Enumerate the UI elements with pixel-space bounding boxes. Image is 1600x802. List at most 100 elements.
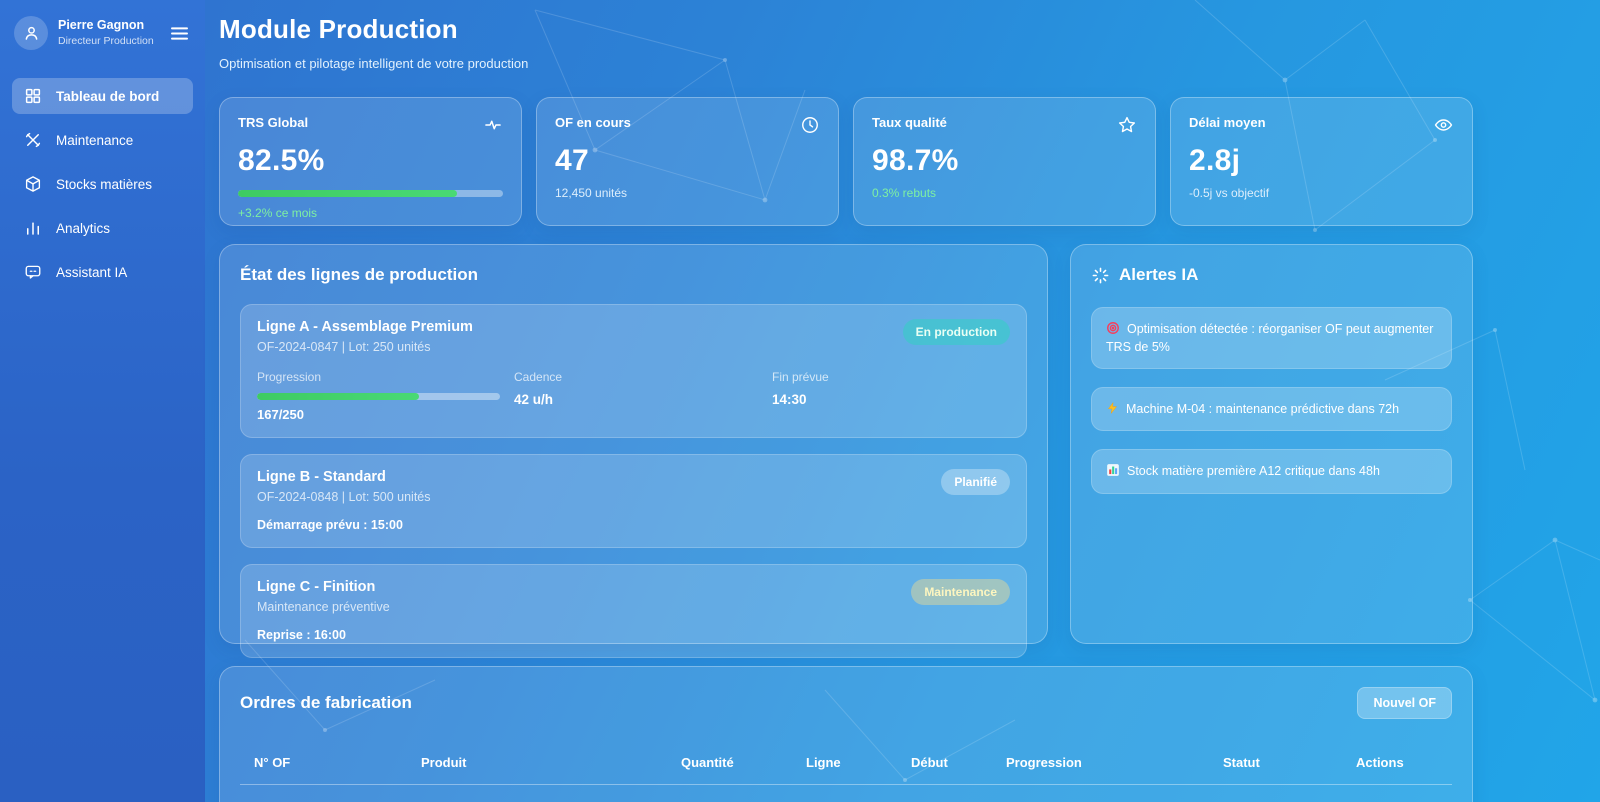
progress-label: Progression [257,370,322,384]
ai-alerts-panel: Alertes IA Optimisation détectée : réorg… [1070,244,1473,644]
target-icon [1106,321,1120,335]
clock-icon [800,115,820,135]
line-note: Démarrage prévu : 15:00 [257,518,403,532]
column-header-actions: Actions [1356,755,1404,770]
activity-icon [483,115,503,135]
user-role: Directeur Production [58,35,154,48]
main-content: Module Production Optimisation et pilota… [205,0,1600,802]
user-icon [22,24,41,43]
kpi-progress-track [238,190,503,197]
production-lines-title: État des lignes de production [240,265,479,284]
hamburger-icon [170,26,189,41]
box-icon [23,175,43,193]
kpi-value: 82.5% [238,144,325,177]
line-name: Ligne A - Assemblage Premium [257,319,473,335]
eye-icon [1433,115,1454,135]
line-progress-fill [257,393,420,400]
new-of-button[interactable]: Nouvel OF [1357,687,1452,719]
production-lines-panel: État des lignes de production Ligne A - … [219,244,1048,658]
kpi-card-trs-global: TRS Global 82.5% +3.2% ce mois [219,97,522,226]
status-badge: En production [902,319,1010,345]
line-progress-track [257,393,500,400]
column-header-quantite: Quantité [681,755,734,770]
line-subtitle: Maintenance préventive [257,600,390,614]
kpi-subtext: -0.5j vs objectif [1189,186,1270,200]
chart-icon [1106,463,1120,477]
alert-text: Machine M-04 : maintenance prédictive da… [1126,402,1400,417]
bar-chart-icon [23,219,43,237]
kpi-value: 47 [555,144,589,177]
table-divider [240,784,1452,785]
column-header-ligne: Ligne [806,755,841,770]
fin-value: 14:30 [772,392,807,407]
kpi-label: Taux qualité [872,115,947,130]
alert-maintenance-predictive: Machine M-04 : maintenance prédictive da… [1091,387,1452,432]
tools-icon [23,131,43,149]
sidebar-item-label: Stocks matières [56,176,153,192]
line-note: Reprise : 16:00 [257,628,346,642]
kpi-progress-fill [238,190,457,197]
orders-title: Ordres de fabrication [240,693,412,712]
column-header-statut: Statut [1223,755,1260,770]
sidebar-item-label: Maintenance [56,132,134,148]
kpi-subtext: 12,450 unités [555,186,628,200]
lightning-icon [1106,401,1119,415]
kpi-card-taux-qualite: Taux qualité 98.7% 0.3% rebuts [853,97,1156,226]
sidebar-item-label: Analytics [56,220,111,236]
alert-text: Optimisation détectée : réorganiser OF p… [1106,322,1434,355]
orders-panel: Ordres de fabrication Nouvel OF N° OF Pr… [219,666,1473,802]
sparkle-icon [1091,266,1110,285]
progress-count: 167/250 [257,407,304,422]
line-subtitle: OF-2024-0847 | Lot: 250 unités [257,340,431,354]
fin-label: Fin prévue [772,370,829,384]
middle-section: État des lignes de production Ligne A - … [219,244,1473,658]
alert-optimisation: Optimisation détectée : réorganiser OF p… [1091,307,1452,370]
kpi-subtext: 0.3% rebuts [872,186,937,200]
status-badge: Planifié [941,469,1010,495]
line-card-ligne-c: Ligne C - Finition Maintenance préventiv… [240,564,1027,658]
page-subtitle: Optimisation et pilotage intelligent de … [219,56,529,71]
orders-table-header: N° OF Produit Quantité Ligne Début Progr… [240,755,1452,770]
kpi-value: 2.8j [1189,144,1241,177]
sidebar-item-tableau-de-bord[interactable]: Tableau de bord [12,78,193,114]
sidebar-item-label: Assistant IA [56,264,128,280]
kpi-label: OF en cours [555,115,631,130]
line-progress-block: Progression 167/250 [257,370,514,422]
sidebar-nav: Tableau de bord Maintenance Stocks matiè… [0,78,205,290]
user-info: Pierre Gagnon Directeur Production [58,18,166,49]
column-header-progression: Progression [1006,755,1082,770]
kpi-card-delai-moyen: Délai moyen 2.8j -0.5j vs objectif [1170,97,1473,226]
page-title: Module Production [219,14,458,44]
sidebar-item-stocks-matieres[interactable]: Stocks matières [12,166,193,202]
column-header-n-of: N° OF [254,755,291,770]
line-card-ligne-b: Ligne B - Standard OF-2024-0848 | Lot: 5… [240,454,1027,548]
sidebar-item-maintenance[interactable]: Maintenance [12,122,193,158]
line-subtitle: OF-2024-0848 | Lot: 500 unités [257,490,431,504]
cadence-label: Cadence [514,370,563,384]
kpi-label: Délai moyen [1189,115,1266,130]
line-cadence-block: Cadence 42 u/h [514,370,772,422]
user-card: Pierre Gagnon Directeur Production [0,16,205,50]
line-name: Ligne C - Finition [257,579,376,595]
menu-toggle-button[interactable] [166,22,193,45]
alert-text: Stock matière première A12 critique dans… [1127,464,1380,479]
user-name: Pierre Gagnon [58,17,145,32]
column-header-produit: Produit [421,755,467,770]
kpi-subtext: +3.2% ce mois [238,206,318,220]
alert-stock-critique: Stock matière première A12 critique dans… [1091,449,1452,494]
sidebar-item-assistant-ia[interactable]: Assistant IA [12,254,193,290]
cadence-value: 42 u/h [514,392,554,407]
column-header-debut: Début [911,755,948,770]
kpi-row: TRS Global 82.5% +3.2% ce mois [219,97,1473,226]
status-badge: Maintenance [911,579,1010,605]
line-card-ligne-a: Ligne A - Assemblage Premium OF-2024-084… [240,304,1027,438]
ai-alerts-title: Alertes IA [1119,265,1199,284]
line-fin-block: Fin prévue 14:30 [772,370,1010,422]
kpi-value: 98.7% [872,144,959,177]
line-name: Ligne B - Standard [257,469,386,485]
grid-icon [23,87,43,105]
star-icon [1117,115,1137,135]
kpi-label: TRS Global [238,115,309,130]
sidebar-item-analytics[interactable]: Analytics [12,210,193,246]
